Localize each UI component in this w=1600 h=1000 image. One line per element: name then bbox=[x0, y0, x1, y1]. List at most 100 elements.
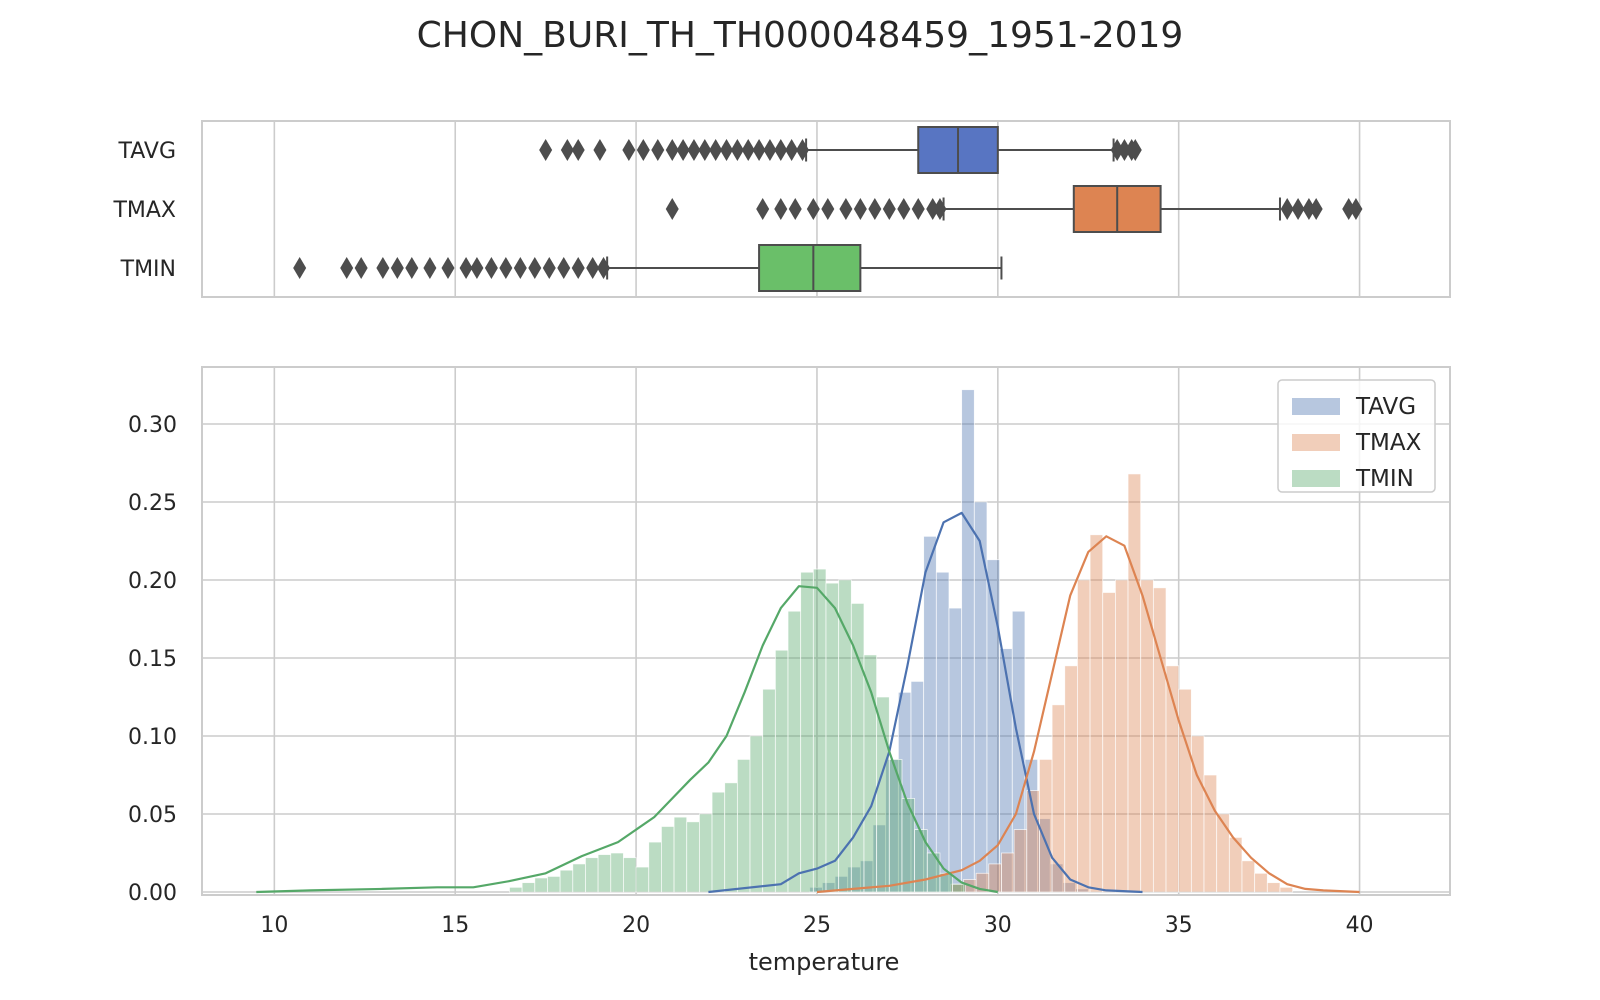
box-plot-panel: TAVG TMAX TMIN bbox=[112, 120, 1451, 298]
box-outlier bbox=[752, 139, 766, 161]
legend: TAVG TMAX TMIN bbox=[1277, 379, 1436, 493]
box-outlier bbox=[730, 139, 744, 161]
box-outlier bbox=[459, 257, 473, 279]
histogram-bar bbox=[623, 857, 637, 893]
box-tmin bbox=[293, 244, 1003, 292]
histogram-panel: 0.00 0.05 0.10 0.15 0.20 0.25 0.30 10 15 20 25 30 3… bbox=[128, 366, 1451, 976]
histogram-bar bbox=[961, 389, 975, 893]
legend-label-tavg: TAVG bbox=[1355, 394, 1416, 420]
box-outlier bbox=[390, 257, 404, 279]
histogram-bar bbox=[973, 501, 988, 893]
box-outlier bbox=[1291, 198, 1305, 220]
histogram-bar bbox=[914, 829, 928, 893]
y-tick-label: 0.15 bbox=[128, 647, 177, 672]
histogram-bar bbox=[1266, 882, 1281, 893]
histogram-bar bbox=[774, 649, 789, 893]
x-axis-label: temperature bbox=[749, 948, 900, 976]
histogram-bar bbox=[534, 877, 548, 893]
box-outlier bbox=[636, 139, 650, 161]
box-outlier bbox=[665, 198, 679, 220]
box-outlier bbox=[354, 257, 368, 279]
box-outlier bbox=[720, 139, 734, 161]
box-outlier bbox=[1110, 139, 1124, 161]
histogram-bar bbox=[1102, 592, 1116, 893]
histogram-bar bbox=[521, 882, 536, 893]
box-outlier bbox=[1302, 198, 1316, 220]
box-outlier bbox=[933, 198, 947, 220]
x-tick-label: 35 bbox=[1165, 913, 1193, 938]
box-outlier bbox=[763, 139, 777, 161]
box-outlier bbox=[785, 139, 799, 161]
histogram-bar bbox=[825, 582, 840, 893]
box-category-label: TMIN bbox=[120, 257, 176, 282]
x-tick-labels: 10 15 20 25 30 35 40 bbox=[260, 913, 1373, 938]
box-outlier bbox=[897, 198, 911, 220]
histogram-bar bbox=[610, 852, 624, 893]
y-tick-label: 0.20 bbox=[128, 569, 177, 594]
box-outlier bbox=[423, 257, 437, 279]
box-outlier bbox=[698, 139, 712, 161]
histogram-bar bbox=[1077, 579, 1091, 893]
histogram-bar bbox=[635, 866, 650, 893]
box-outlier bbox=[839, 198, 853, 220]
histogram-bars bbox=[509, 389, 1294, 893]
box-outlier bbox=[774, 198, 788, 220]
histogram-bar bbox=[597, 854, 612, 893]
histogram-bar bbox=[1254, 872, 1268, 893]
histogram-bar bbox=[648, 841, 662, 893]
box-outlier bbox=[1280, 198, 1294, 220]
kde-curve-tmin bbox=[256, 585, 998, 894]
box-tmax bbox=[665, 185, 1363, 233]
histogram-bar bbox=[724, 782, 738, 893]
histogram-bar bbox=[1178, 688, 1192, 893]
chart-title: CHON_BURI_TH_TH000048459_1951-2019 bbox=[417, 15, 1184, 56]
histogram-bar bbox=[711, 791, 726, 893]
box-outlier bbox=[806, 198, 820, 220]
histogram-bar bbox=[1001, 852, 1015, 893]
histogram-bar bbox=[661, 826, 675, 893]
legend-swatch-tmin bbox=[1292, 470, 1340, 487]
y-tick-label: 0.30 bbox=[128, 413, 177, 438]
legend-label-tmax: TMAX bbox=[1355, 430, 1422, 456]
box-outlier bbox=[665, 139, 679, 161]
histogram-bar bbox=[585, 857, 599, 893]
box-outlier bbox=[853, 198, 867, 220]
histogram-bar bbox=[673, 816, 688, 893]
x-tick-label: 40 bbox=[1346, 913, 1374, 938]
y-tick-label: 0.05 bbox=[128, 803, 177, 828]
box-outlier bbox=[557, 257, 571, 279]
box-outlier bbox=[756, 198, 770, 220]
box-iqr bbox=[758, 244, 862, 292]
histogram-bar bbox=[952, 883, 966, 893]
box-outlier bbox=[405, 257, 419, 279]
histogram-bar bbox=[1279, 886, 1294, 893]
box-outlier bbox=[376, 257, 390, 279]
box-outlier bbox=[651, 139, 665, 161]
histogram-bar bbox=[1089, 534, 1104, 893]
box-category-label: TAVG bbox=[118, 139, 176, 164]
y-tick-label: 0.25 bbox=[128, 491, 177, 516]
histogram-bar bbox=[762, 688, 776, 893]
histogram-bar bbox=[1039, 759, 1053, 893]
histogram-bar bbox=[1241, 860, 1256, 893]
histogram-bar bbox=[1216, 813, 1230, 893]
box-tavg bbox=[539, 126, 1142, 174]
kde-curves bbox=[256, 511, 1360, 894]
histogram-bar bbox=[559, 869, 574, 893]
box-outlier bbox=[571, 257, 585, 279]
histogram-bar bbox=[800, 571, 814, 893]
box-outlier bbox=[788, 198, 802, 220]
box-outlier bbox=[795, 139, 809, 161]
histogram-bar bbox=[876, 696, 890, 893]
histogram-bar bbox=[935, 571, 950, 893]
x-tick-label: 20 bbox=[622, 913, 650, 938]
histogram-bar bbox=[787, 610, 802, 893]
histogram-bar bbox=[749, 735, 764, 893]
y-tick-labels: 0.00 0.05 0.10 0.15 0.20 0.25 0.30 bbox=[128, 413, 177, 906]
box-plot-category-labels: TAVG TMAX TMIN bbox=[112, 139, 176, 282]
box-outlier bbox=[513, 257, 527, 279]
box-outlier bbox=[593, 139, 607, 161]
box-outlier bbox=[622, 139, 636, 161]
box-outlier bbox=[470, 257, 484, 279]
